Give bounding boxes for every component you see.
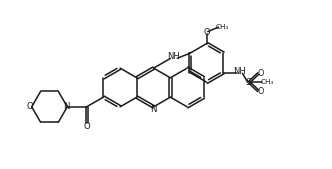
- Text: O: O: [27, 102, 34, 111]
- Text: O: O: [257, 69, 264, 78]
- Text: NH: NH: [233, 67, 246, 76]
- Text: S: S: [245, 78, 251, 87]
- Text: CH₃: CH₃: [215, 24, 229, 30]
- Text: O: O: [83, 122, 90, 130]
- Text: NH: NH: [167, 52, 180, 61]
- Text: O: O: [204, 28, 210, 37]
- Text: N: N: [63, 102, 70, 111]
- Text: O: O: [257, 87, 264, 96]
- Text: CH₃: CH₃: [260, 79, 274, 85]
- Text: N: N: [150, 105, 156, 114]
